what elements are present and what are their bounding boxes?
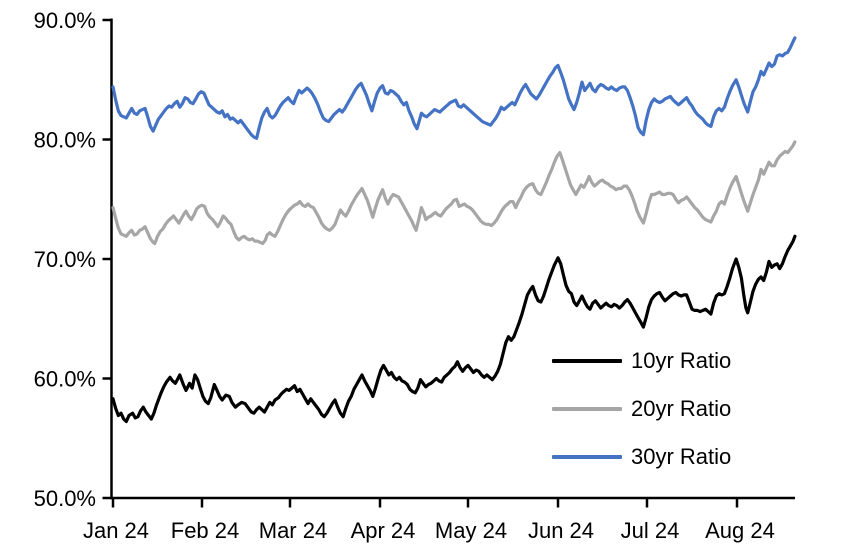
- y-axis-tick-label: 60.0%: [34, 367, 96, 392]
- series-line-30yr: [111, 36, 797, 140]
- legend-line-gray: [552, 407, 622, 411]
- series-line-20yr: [111, 140, 797, 246]
- x-axis-tick-label: Jan 24: [83, 518, 149, 543]
- legend-label-20yr: 20yr Ratio: [631, 396, 732, 421]
- x-axis-tick-label: Mar 24: [259, 518, 327, 543]
- axis-lines: [110, 18, 795, 500]
- x-axis-tick-label: May 24: [435, 518, 507, 543]
- legend-line-black: [552, 359, 622, 363]
- legend-item-20yr: 20yr Ratio: [552, 397, 731, 421]
- y-axis-tick-label: 90.0%: [34, 8, 96, 33]
- legend-label-10yr: 10yr Ratio: [631, 348, 732, 373]
- legend-label-30yr: 30yr Ratio: [631, 444, 732, 469]
- x-axis-tick-label: Jul 24: [621, 518, 680, 543]
- x-axis-tick-label: Aug 24: [705, 518, 775, 543]
- x-axis-tick-label: Apr 24: [351, 518, 416, 543]
- x-axis-tick-label: Feb 24: [171, 518, 240, 543]
- y-axis-tick-label: 70.0%: [34, 247, 96, 272]
- legend-item-10yr: 10yr Ratio: [552, 349, 731, 373]
- series-line-10yr: [111, 234, 797, 424]
- legend-line-blue: [552, 455, 622, 459]
- x-axis-tick-label: Jun 24: [528, 518, 594, 543]
- y-axis-tick-label: 80.0%: [34, 128, 96, 153]
- y-axis-tick-label: 50.0%: [34, 486, 96, 511]
- legend-item-30yr: 30yr Ratio: [552, 445, 731, 469]
